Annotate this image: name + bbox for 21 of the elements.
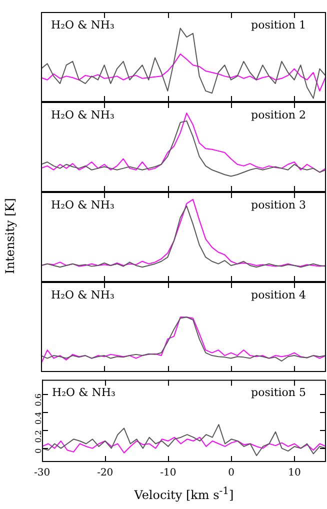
annotation: position 5 (251, 386, 306, 400)
x-axis-title: Velocity [km s$^{-1}$] (133, 486, 235, 502)
y-axis-title: Intensity [K] (3, 197, 17, 276)
annotation: H₂O & NH₃ (51, 108, 114, 122)
text: position 4 (251, 288, 306, 302)
y-tick-label: 0.2 (34, 430, 44, 443)
x-tick-label: -20 (97, 468, 114, 479)
annotation: position 1 (251, 18, 306, 32)
y-tick-label: 0 (34, 448, 44, 454)
x-tick-label: 10 (288, 468, 301, 479)
annotation: position 3 (251, 198, 306, 212)
annotation: H₂O & NH₃ (51, 198, 114, 212)
annotation: position 2 (251, 108, 306, 122)
annotation: H₂O & NH₃ (52, 386, 116, 400)
annotation: H₂O & NH₃ (51, 18, 114, 32)
x-tick-label: -10 (160, 468, 176, 479)
x-tick-label: 0 (228, 468, 235, 479)
y-tick-label: 0.6 (34, 394, 44, 406)
text: H₂O & NH₃ (51, 288, 114, 302)
x-tick-label: -30 (34, 468, 50, 479)
y-tick-label: 0.4 (34, 412, 44, 424)
